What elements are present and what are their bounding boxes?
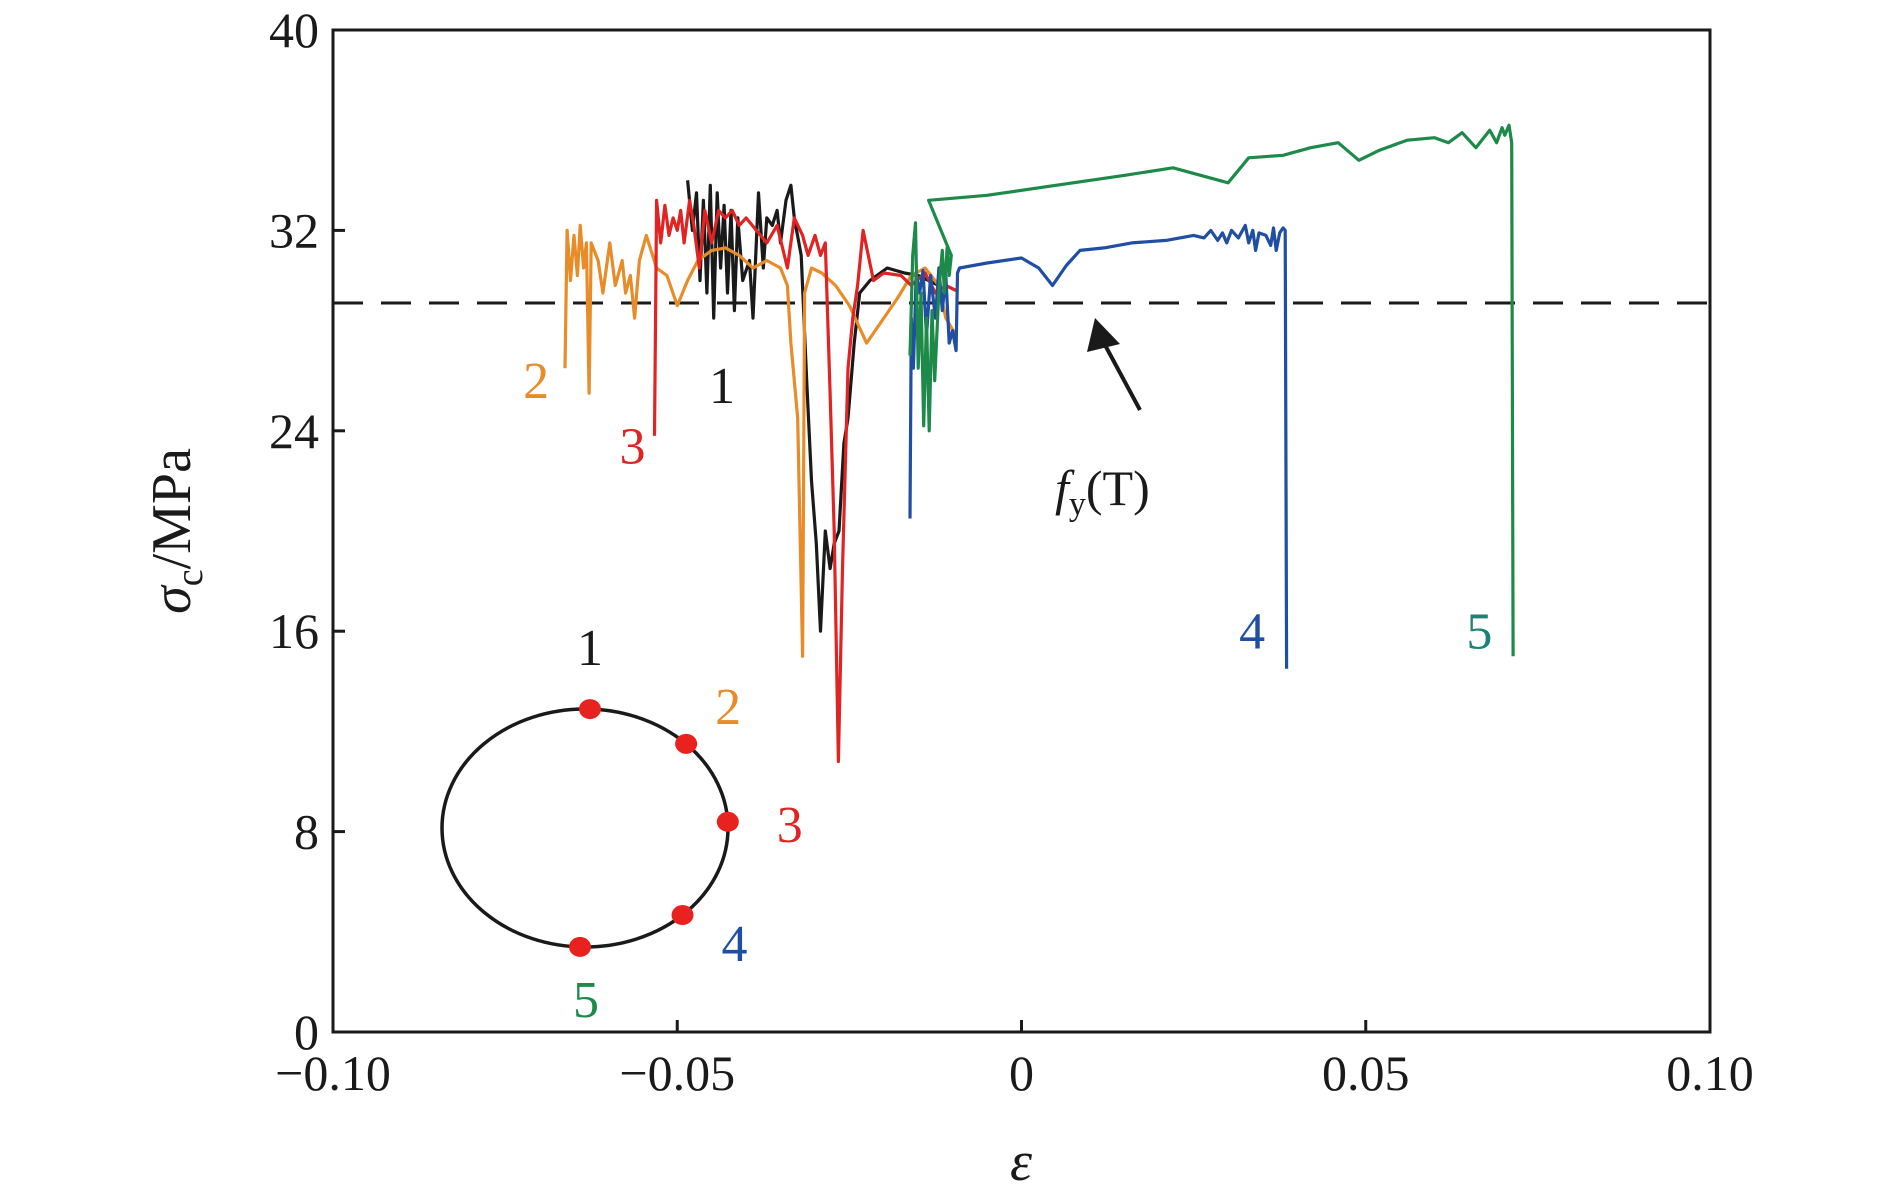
x-tick-label: 0.10 [1666, 1045, 1754, 1101]
series-line-3 [652, 198, 957, 764]
curve-label-2: 2 [523, 353, 549, 410]
svg-text:σc/MPa: σc/MPa [141, 448, 211, 614]
plot-area [331, 28, 1712, 1034]
y-tick-label: 8 [294, 804, 319, 860]
x-tick-label: −0.05 [619, 1045, 735, 1101]
y-tick-label: 16 [269, 603, 319, 659]
svg-text:fy(T): fy(T) [1055, 460, 1150, 523]
inset-label-5: 5 [573, 972, 599, 1029]
curve-label-5: 5 [1466, 604, 1492, 661]
y-tick-label: 40 [269, 2, 319, 58]
y-tick-label: 32 [269, 202, 319, 258]
inset-label-3: 3 [777, 797, 803, 854]
y-axis-label-unit: /MPa [141, 448, 203, 569]
y-axis: 0 8 16 24 32 40 [269, 2, 345, 1060]
fy-label-rest: (T) [1086, 460, 1150, 516]
y-tick-label: 24 [269, 403, 319, 459]
x-axis-label: ε [1010, 1131, 1033, 1192]
x-tick-label: −0.10 [275, 1045, 391, 1101]
series-line-4 [908, 223, 1289, 669]
inset-marker-3 [716, 811, 739, 832]
x-tick-label: 0 [1009, 1045, 1034, 1101]
curve-label-3: 3 [619, 418, 645, 475]
plot-frame [331, 28, 1712, 1034]
fy-label-sub: y [1069, 486, 1086, 523]
inset-marker-5 [569, 936, 592, 957]
y-axis-label: σc/MPa [141, 448, 211, 614]
inset-marker-2 [675, 733, 698, 754]
x-axis: −0.10 −0.05 0 0.05 0.10 [275, 1020, 1754, 1101]
inset-label-4: 4 [722, 916, 748, 973]
inset-label-1: 1 [577, 620, 603, 677]
y-axis-label-subscript: c [169, 569, 211, 586]
inset-marker-4 [671, 905, 694, 926]
inset-label-2: 2 [715, 679, 741, 736]
curve-label-4: 4 [1239, 604, 1265, 661]
series-group [563, 123, 1515, 764]
curve-label-1: 1 [709, 358, 735, 415]
series-line-5 [908, 123, 1515, 657]
y-tick-label: 0 [294, 1004, 319, 1060]
inset-marker-1 [578, 699, 601, 720]
y-axis-label-symbol: σ [141, 584, 203, 614]
reference-line-label: fy(T) [1055, 460, 1150, 523]
reference-line-arrow [1087, 318, 1142, 411]
x-tick-label: 0.05 [1322, 1045, 1410, 1101]
curve-labels: 1 2 3 4 5 [523, 353, 1492, 661]
inset-cross-section: 1 2 3 4 5 [440, 620, 803, 1029]
